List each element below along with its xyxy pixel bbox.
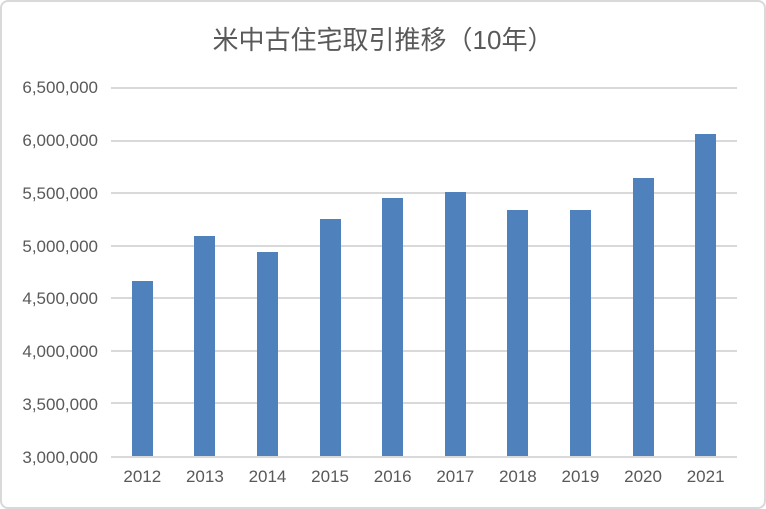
bar-cell xyxy=(487,88,550,456)
y-axis-label: 6,000,000 xyxy=(22,130,98,150)
x-axis-label: 2017 xyxy=(436,467,475,486)
bar-2013 xyxy=(194,236,216,456)
x-axis-label: 2016 xyxy=(373,467,412,486)
bar-2020 xyxy=(632,178,654,456)
bar-2021 xyxy=(695,134,717,456)
gridline xyxy=(111,297,737,300)
bar-2017 xyxy=(444,192,466,456)
x-axis-label: 2020 xyxy=(624,467,662,486)
bar-cell xyxy=(549,88,612,456)
bar-cell xyxy=(111,88,174,456)
chart-title: 米中古住宅取引推移（10年） xyxy=(212,25,554,55)
y-axis-label: 6,500,000 xyxy=(22,78,98,97)
bar-cell xyxy=(424,88,487,456)
y-axis-label: 4,500,000 xyxy=(22,289,98,309)
gridline xyxy=(111,139,737,142)
y-axis-label: 5,500,000 xyxy=(22,183,98,203)
x-axis-label: 2015 xyxy=(311,467,349,486)
bar-2016 xyxy=(382,198,404,456)
x-axis-label: 2014 xyxy=(248,467,287,486)
bar-2018 xyxy=(507,209,529,456)
bar-2012 xyxy=(131,281,153,456)
gridline xyxy=(111,349,737,352)
bar-2015 xyxy=(319,219,341,456)
y-axis-label: 3,000,000 xyxy=(22,448,98,467)
x-axis-label: 2013 xyxy=(185,467,224,486)
y-axis: 3,000,000 3,500,000 4,000,000 4,500,000 5,00… xyxy=(2,78,98,467)
gridline xyxy=(111,192,737,195)
gridline xyxy=(111,402,737,405)
x-axis-label: 2012 xyxy=(123,467,162,486)
plot-area xyxy=(111,87,737,458)
x-axis-label: 2021 xyxy=(686,467,725,486)
x-axis: 2012 2013 2014 2015 2016 2017 2018 2019 2020 2021 xyxy=(111,467,737,487)
bar-cell xyxy=(361,88,424,456)
bar-2019 xyxy=(569,209,591,456)
gridline xyxy=(111,87,737,89)
x-axis-label: 2018 xyxy=(498,467,537,486)
bar-2014 xyxy=(256,252,278,456)
bar-cell xyxy=(674,88,737,456)
bar-cell xyxy=(174,88,237,456)
bar-cell xyxy=(236,88,299,456)
y-axis-label: 3,500,000 xyxy=(22,395,98,415)
gridline xyxy=(111,244,737,247)
bar-cell xyxy=(299,88,362,456)
y-axis-label: 4,000,000 xyxy=(22,342,98,362)
x-axis-label: 2019 xyxy=(561,467,600,486)
bar-cell xyxy=(612,88,675,456)
y-axis-label: 5,000,000 xyxy=(22,236,98,256)
